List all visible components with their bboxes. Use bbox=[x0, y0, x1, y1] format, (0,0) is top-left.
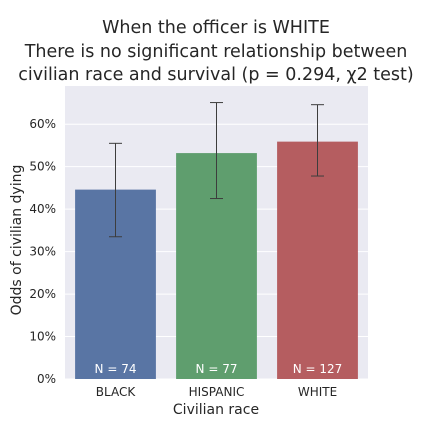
y-tick-label: 0% bbox=[37, 372, 56, 386]
n-labels-group: N = 74 N = 77 N = 127 bbox=[95, 362, 343, 376]
y-axis-label: Odds of civilian dying bbox=[9, 165, 25, 316]
bar-count-label: N = 77 bbox=[196, 362, 238, 376]
y-tick-label: 50% bbox=[29, 160, 56, 174]
y-tick-label: 20% bbox=[29, 287, 56, 301]
chart-title-line-3: civilian race and survival (p = 0.294, χ… bbox=[18, 65, 414, 85]
y-tick-labels: 0% 10% 20% 30% 40% 50% 60% bbox=[29, 117, 56, 386]
bar bbox=[277, 141, 358, 379]
x-axis-label: Civilian race bbox=[173, 402, 259, 418]
chart-title-line-1: When the officer is WHITE bbox=[102, 18, 330, 38]
x-tick-labels: BLACK HISPANIC WHITE bbox=[96, 385, 337, 399]
y-tick-label: 30% bbox=[29, 245, 56, 259]
bar-count-label: N = 127 bbox=[293, 362, 343, 376]
y-tick-label: 40% bbox=[29, 202, 56, 216]
bars-group bbox=[75, 141, 358, 379]
chart-title-line-2: There is no significant relationship bet… bbox=[24, 42, 408, 62]
bar-count-label: N = 74 bbox=[95, 362, 137, 376]
x-tick-label: BLACK bbox=[96, 385, 137, 399]
error-bars-group bbox=[109, 102, 324, 238]
x-tick-label: WHITE bbox=[298, 385, 337, 399]
y-tick-label: 60% bbox=[29, 117, 56, 131]
y-tick-label: 10% bbox=[29, 330, 56, 344]
x-tick-label: HISPANIC bbox=[189, 385, 245, 399]
